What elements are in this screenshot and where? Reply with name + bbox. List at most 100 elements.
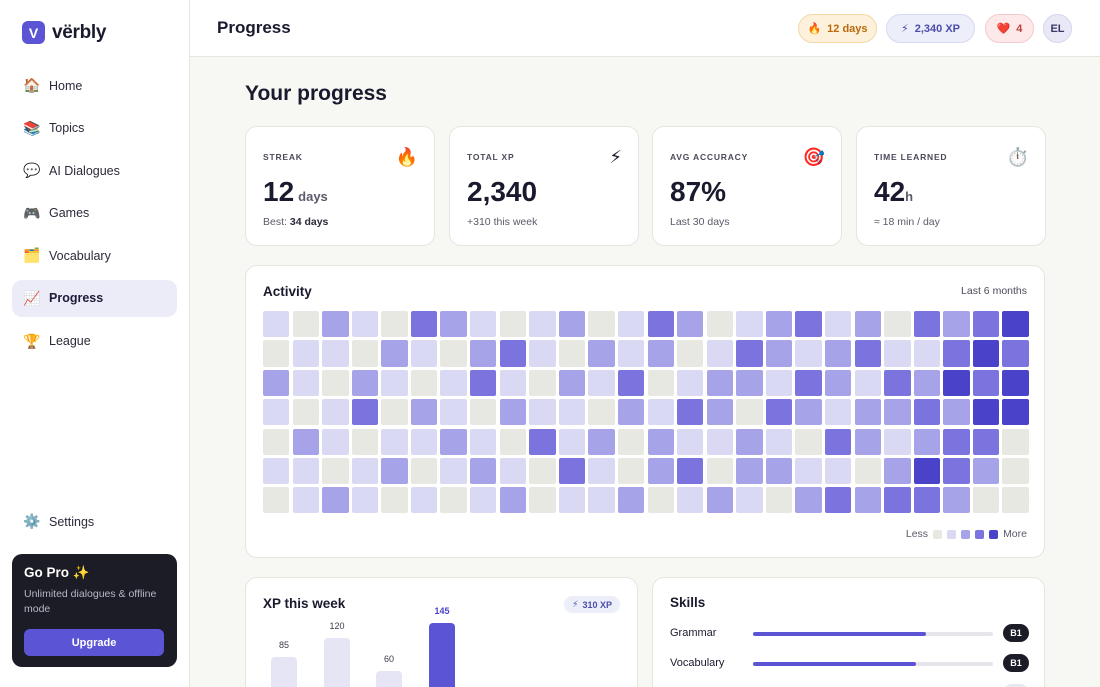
stat-value: 12 days — [263, 176, 328, 208]
skill-level-badge: B1 — [1003, 624, 1029, 642]
heatmap-cell — [470, 311, 497, 338]
sidebar-item-progress[interactable]: 📈 Progress — [12, 279, 177, 317]
heatmap-cell — [617, 369, 645, 396]
avatar[interactable]: EL — [1043, 14, 1072, 43]
heatmap-cell — [263, 428, 290, 455]
stat-label: STREAK — [263, 152, 303, 162]
heatmap-cell — [765, 369, 793, 396]
sidebar-item-topics[interactable]: 📚 Topics — [12, 110, 177, 147]
heatmap-cell — [263, 311, 290, 338]
sidebar-item-label: Vocabulary — [49, 248, 111, 263]
heatmap-cell — [499, 399, 527, 426]
heatmap-cell — [322, 428, 349, 455]
hearts-pill[interactable]: ❤️ 4 — [985, 14, 1034, 43]
heatmap-cell — [677, 457, 704, 485]
activity-heatmap — [263, 311, 1029, 514]
heatmap-cell — [410, 487, 438, 514]
skill-row — [670, 684, 1030, 687]
heatmap-cell — [351, 399, 379, 426]
stat-unit: days — [298, 189, 328, 204]
heatmap-cell — [765, 457, 793, 485]
heatmap-cell — [588, 340, 615, 367]
heatmap-cell — [647, 487, 674, 514]
heatmap-cell — [381, 428, 408, 455]
xp-week-title: XP this week — [263, 596, 346, 611]
stat-subtext: Last 30 days — [670, 216, 730, 228]
sidebar-item-home[interactable]: 🏠 Home — [12, 67, 177, 104]
sidebar-item-settings[interactable]: ⚙️ Settings — [12, 503, 177, 540]
skill-progress-fill — [753, 632, 926, 636]
heatmap-cell — [795, 369, 822, 396]
stat-card-total-xp: TOTAL XP ⚡ 2,340 +310 this week — [449, 126, 639, 246]
heatmap-cell — [322, 487, 349, 514]
heatmap-cell — [381, 457, 408, 485]
heatmap-cell — [351, 340, 379, 367]
heatmap-cell — [410, 369, 438, 396]
stat-subtext-bold: 34 days — [289, 216, 329, 228]
heatmap-cell — [647, 311, 674, 338]
heatmap-cell — [322, 457, 349, 485]
heatmap-cell — [884, 311, 911, 338]
xp-bar — [429, 623, 455, 687]
heatmap-cell — [558, 340, 586, 367]
heatmap-cell — [943, 311, 970, 338]
heatmap-cell — [677, 487, 704, 514]
stat-card-streak: STREAK 🔥 12 days Best: 34 days — [245, 126, 435, 246]
heatmap-cell — [1002, 311, 1029, 338]
heatmap-cell — [854, 457, 881, 485]
sidebar-item-league[interactable]: 🏆 League — [12, 323, 177, 360]
heatmap-cell — [499, 311, 527, 338]
heatmap-cell — [972, 340, 1000, 367]
skill-level-badge: B1 — [1003, 654, 1029, 672]
heatmap-cell — [529, 311, 556, 338]
skill-row: Vocabulary B1 — [670, 654, 1030, 674]
heatmap-cell — [736, 487, 763, 514]
heatmap-cell — [647, 457, 674, 485]
heatmap-cell — [529, 340, 556, 367]
stopwatch-icon: ⏱️ — [1006, 147, 1029, 167]
streak-pill[interactable]: 🔥 12 days — [798, 14, 877, 43]
sidebar-item-vocabulary[interactable]: 🗂️ Vocabulary — [12, 237, 177, 274]
stat-card-avg-accuracy: AVG ACCURACY 🎯 87% Last 30 days — [652, 126, 842, 246]
app-name: vërbly — [52, 21, 107, 43]
heatmap-cell — [440, 487, 467, 514]
heatmap-cell — [736, 457, 763, 485]
upgrade-button[interactable]: Upgrade — [24, 629, 164, 656]
sidebar-item-label: Home — [49, 78, 83, 93]
heatmap-cell — [884, 340, 911, 367]
heatmap-cell — [736, 311, 763, 338]
sidebar-item-label: Settings — [49, 514, 95, 529]
skills-title: Skills — [670, 595, 706, 610]
skills-card: Skills Grammar B1 Vocabulary B1 — [652, 577, 1045, 687]
heatmap-cell — [795, 457, 822, 485]
stat-subtext-prefix: Best: — [263, 216, 290, 228]
heatmap-cell — [470, 340, 497, 367]
sidebar-item-ai-dialogues[interactable]: 💬 AI Dialogues — [12, 152, 177, 189]
stat-number: 2,340 — [467, 176, 538, 207]
heatmap-cell — [677, 369, 704, 396]
heatmap-cell — [677, 428, 704, 455]
heatmap-cell — [824, 487, 852, 514]
stat-number: 42 — [874, 176, 906, 207]
heatmap-cell — [410, 399, 438, 426]
heatmap-cell — [765, 428, 793, 455]
xp-pill[interactable]: ⚡ 2,340 XP — [886, 14, 975, 43]
heatmap-cell — [292, 487, 319, 514]
heatmap-cell — [765, 487, 793, 514]
stat-value: 87% — [670, 176, 726, 208]
sidebar-item-label: League — [49, 334, 91, 349]
activity-title: Activity — [263, 284, 312, 299]
heatmap-cell — [440, 311, 467, 338]
heatmap-cell — [381, 487, 408, 514]
heatmap-cell — [351, 369, 379, 396]
heatmap-cell — [322, 340, 349, 367]
go-pro-title: Go Pro ✨ — [24, 565, 90, 580]
heatmap-cell — [381, 399, 408, 426]
skill-name: Grammar — [670, 627, 717, 639]
logo[interactable]: V vërbly — [22, 21, 106, 44]
heatmap-cell — [499, 340, 527, 367]
sidebar-item-games[interactable]: 🎮 Games — [12, 195, 177, 232]
heatmap-cell — [588, 487, 615, 514]
sidebar-item-label: AI Dialogues — [49, 163, 120, 178]
heatmap-cell — [410, 340, 438, 367]
